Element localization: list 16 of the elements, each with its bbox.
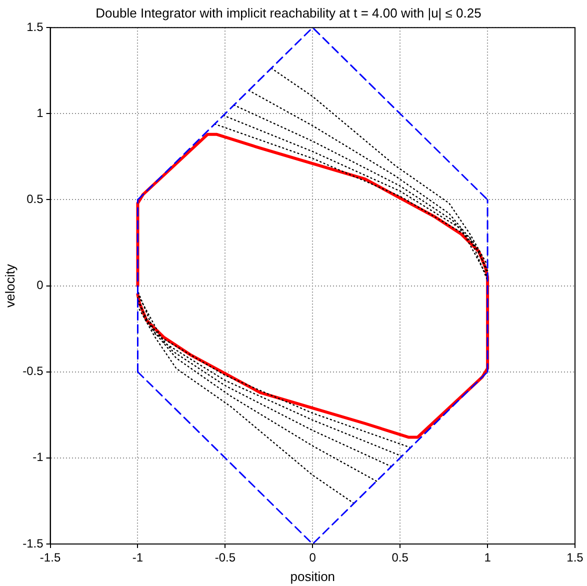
y-tick-label: -0.5 <box>22 364 44 378</box>
x-tick-label: -1 <box>132 550 144 565</box>
x-tick-label: 0.5 <box>392 550 409 565</box>
x-tick-label: 1.5 <box>566 550 584 565</box>
y-tick-label: 1 <box>36 106 44 120</box>
x-tick-label: -0.5 <box>214 550 236 565</box>
x-tick-label: 0 <box>309 550 316 565</box>
y-tick-label: -1 <box>32 450 44 464</box>
chart-title: Double Integrator with implicit reachability at t = 4.00 with |u| ≤ 0.25 <box>96 5 482 20</box>
y-tick-label: 0 <box>36 278 44 292</box>
x-axis-title: position <box>290 568 336 584</box>
y-tick-label: 0.5 <box>26 192 44 206</box>
x-tick-label: 1 <box>484 550 492 565</box>
y-tick-label: -1.5 <box>22 536 44 550</box>
y-axis-title: velocity <box>2 264 18 308</box>
y-tick-label: 1.5 <box>26 20 44 34</box>
